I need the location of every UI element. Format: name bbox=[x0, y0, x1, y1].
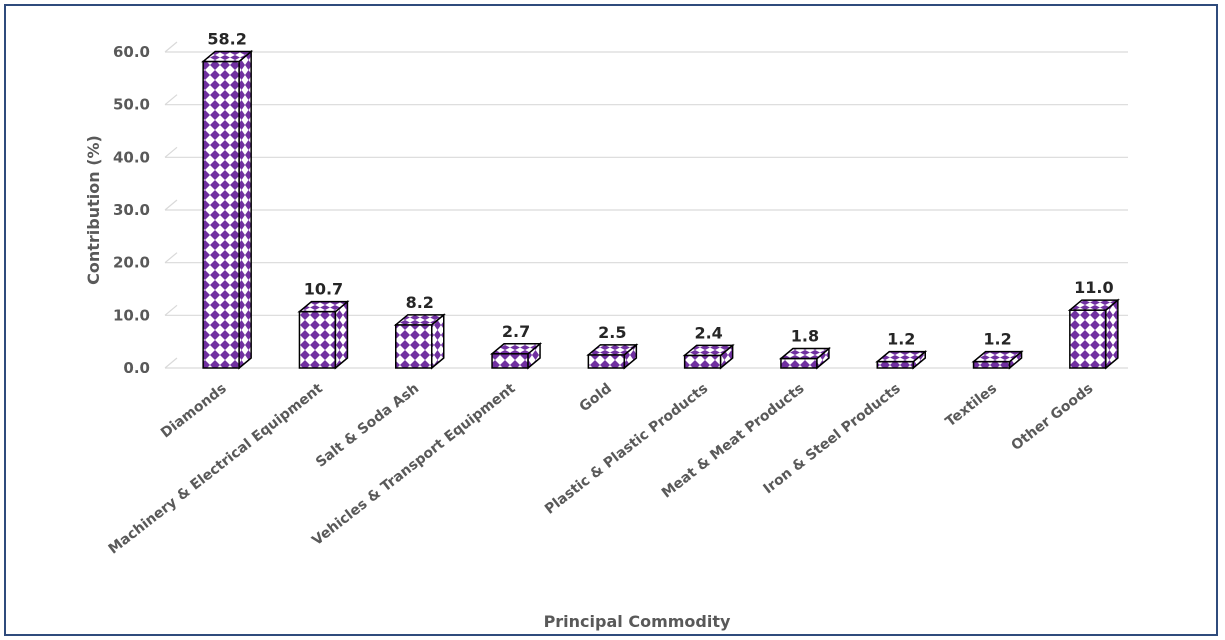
y-tick-label: 20.0 bbox=[113, 254, 150, 272]
gridline-depth bbox=[164, 146, 178, 158]
bar-front bbox=[202, 60, 240, 369]
x-category-label: Machinery & Electrical Equipment bbox=[106, 380, 326, 557]
x-category-label: Salt & Soda Ash bbox=[313, 381, 422, 471]
data-label: 1.8 bbox=[791, 327, 819, 346]
gridline-depth bbox=[164, 304, 178, 316]
gridline-depth bbox=[164, 357, 178, 369]
bar bbox=[586, 343, 639, 370]
bar bbox=[201, 49, 254, 370]
x-category-label: Vehicles & Transport Equipment bbox=[309, 380, 519, 549]
bar-front bbox=[587, 354, 626, 369]
bar bbox=[778, 346, 832, 370]
data-label: 1.2 bbox=[983, 330, 1011, 349]
x-axis-title: Principal Commodity bbox=[544, 612, 731, 631]
bar-top bbox=[201, 50, 254, 63]
bar-front bbox=[972, 360, 1011, 369]
bar-top bbox=[393, 314, 446, 326]
bar-side bbox=[1105, 298, 1119, 370]
bar-top bbox=[778, 347, 832, 360]
bar-top bbox=[682, 344, 735, 357]
bar bbox=[1067, 298, 1120, 370]
x-category-label: Gold bbox=[577, 381, 615, 416]
bars bbox=[201, 49, 1120, 370]
gridline-depth bbox=[164, 252, 178, 264]
bar bbox=[682, 343, 735, 370]
y-tick-label: 40.0 bbox=[113, 148, 150, 166]
data-label: 58.2 bbox=[207, 29, 246, 48]
bar-front bbox=[876, 360, 914, 369]
bar-top bbox=[875, 350, 928, 363]
bar bbox=[489, 342, 543, 370]
bar-side bbox=[334, 300, 349, 370]
bar bbox=[875, 350, 928, 370]
bar-top bbox=[489, 343, 543, 355]
gridline-depth bbox=[164, 41, 178, 53]
y-tick-label: 0.0 bbox=[123, 359, 150, 377]
bar-front bbox=[780, 357, 818, 369]
data-label: 2.7 bbox=[502, 322, 530, 341]
x-category-label: Other Goods bbox=[1009, 381, 1097, 455]
y-tick-label: 30.0 bbox=[113, 201, 150, 219]
bar-front bbox=[395, 324, 433, 369]
bar-top bbox=[971, 350, 1024, 363]
bar bbox=[971, 350, 1024, 370]
data-label: 2.4 bbox=[694, 323, 722, 342]
x-category-label: Diamonds bbox=[158, 381, 230, 442]
bar-front bbox=[1069, 309, 1107, 369]
y-tick-label: 10.0 bbox=[113, 306, 150, 324]
x-category-label: Textiles bbox=[943, 381, 1000, 431]
bar-side bbox=[238, 49, 252, 370]
data-label: 11.0 bbox=[1074, 278, 1113, 297]
data-label: 8.2 bbox=[406, 293, 434, 312]
bar-front bbox=[298, 310, 337, 369]
data-label: 1.2 bbox=[887, 330, 915, 349]
x-category-label: Plastic & Plastic Products bbox=[542, 381, 711, 518]
data-labels: 58.2 10.7 8.2 2.7 2.5 2.4 1.8 1.2 1.2 11.0 bbox=[207, 29, 1113, 348]
bar bbox=[297, 300, 350, 370]
y-axis-ticks: 0.0 10.0 20.0 30.0 40.0 50.0 60.0 bbox=[113, 43, 150, 377]
bar-top bbox=[1067, 299, 1120, 311]
bar-top bbox=[297, 300, 350, 313]
y-tick-label: 60.0 bbox=[113, 43, 150, 61]
y-tick-label: 50.0 bbox=[113, 96, 150, 114]
bar bbox=[393, 313, 446, 370]
gridline-depth bbox=[164, 199, 178, 211]
bar-top bbox=[586, 344, 639, 356]
y-axis-title: Contribution (%) bbox=[84, 135, 103, 285]
gridline-depth bbox=[164, 94, 178, 106]
data-label: 2.5 bbox=[598, 323, 626, 342]
bar-front bbox=[683, 354, 722, 369]
bar-front bbox=[491, 353, 529, 369]
data-label: 10.7 bbox=[304, 280, 343, 299]
